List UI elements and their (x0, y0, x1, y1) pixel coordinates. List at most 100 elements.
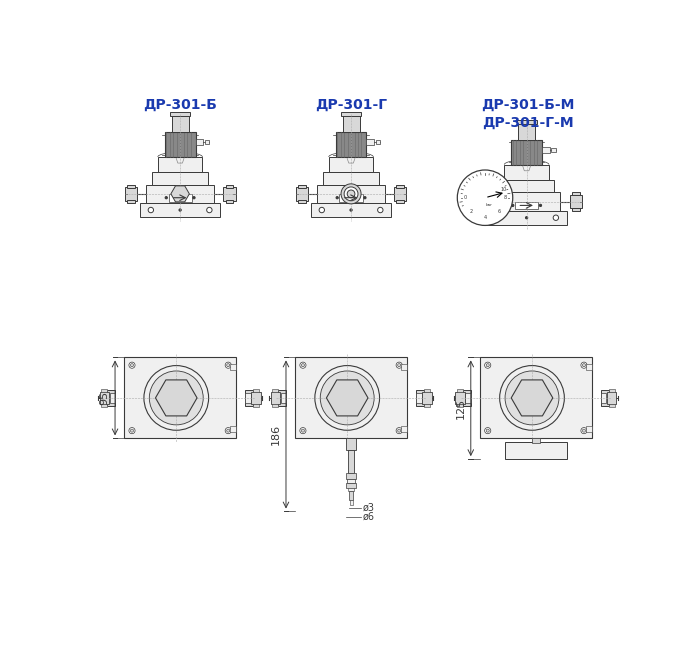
Bar (366, 139, 374, 145)
Bar (340, 194, 363, 202)
Polygon shape (326, 380, 368, 416)
Bar (517, 120, 537, 124)
Circle shape (130, 364, 134, 367)
Bar (585, 426, 591, 432)
Circle shape (460, 172, 510, 223)
Bar (601, 390, 608, 406)
Bar (125, 187, 137, 200)
Bar (298, 200, 306, 203)
Circle shape (227, 429, 230, 432)
Bar (195, 139, 203, 145)
Bar (456, 392, 465, 404)
Bar (245, 392, 251, 404)
Text: ø6: ø6 (363, 512, 375, 522)
Circle shape (336, 197, 338, 199)
Bar (279, 390, 286, 406)
Bar (518, 123, 535, 140)
Circle shape (170, 392, 183, 404)
Bar (585, 364, 591, 370)
Bar (110, 392, 115, 404)
Circle shape (165, 197, 167, 199)
Circle shape (581, 428, 587, 434)
Circle shape (341, 392, 354, 404)
Circle shape (582, 364, 585, 367)
Circle shape (337, 387, 358, 409)
Bar (424, 389, 430, 392)
Circle shape (377, 208, 383, 213)
Polygon shape (511, 380, 553, 416)
Bar (169, 194, 192, 202)
Bar (396, 200, 404, 203)
Bar (230, 364, 236, 370)
Circle shape (500, 366, 564, 430)
Bar (505, 442, 567, 459)
Circle shape (581, 362, 587, 368)
Bar (107, 390, 115, 406)
Polygon shape (155, 380, 197, 416)
Bar (253, 404, 259, 407)
Bar (607, 392, 616, 404)
Bar (471, 195, 484, 208)
Bar (424, 404, 430, 407)
Bar (298, 185, 306, 187)
Bar (125, 357, 236, 438)
Bar (463, 390, 471, 406)
Circle shape (129, 362, 135, 368)
Bar (400, 364, 407, 370)
Circle shape (148, 208, 153, 213)
Bar (341, 112, 361, 116)
Circle shape (320, 371, 374, 425)
Bar (542, 147, 550, 153)
Text: 8: 8 (503, 195, 507, 200)
Bar (416, 390, 423, 406)
Bar (230, 426, 236, 432)
Circle shape (396, 362, 402, 368)
Bar (271, 392, 280, 404)
Bar (347, 479, 355, 483)
Bar (346, 473, 356, 479)
Bar (486, 211, 567, 225)
Bar (346, 438, 356, 450)
Text: 0: 0 (463, 195, 467, 200)
Circle shape (364, 197, 366, 199)
Circle shape (129, 428, 135, 434)
Bar (480, 357, 592, 438)
Circle shape (484, 428, 491, 434)
Bar (348, 488, 354, 490)
Circle shape (225, 362, 231, 368)
Circle shape (144, 366, 209, 430)
Circle shape (398, 364, 400, 367)
Bar (272, 404, 279, 407)
Circle shape (582, 429, 585, 432)
Bar (164, 133, 195, 157)
Bar (570, 195, 582, 208)
Bar (204, 140, 209, 144)
Bar (329, 157, 373, 172)
Bar (457, 389, 463, 392)
Bar (493, 193, 561, 211)
Bar (102, 404, 107, 407)
Bar (225, 200, 233, 203)
Bar (400, 426, 407, 432)
Circle shape (350, 209, 352, 211)
Bar (140, 203, 220, 217)
Circle shape (341, 184, 361, 204)
Bar (511, 140, 542, 165)
Bar (251, 392, 260, 404)
Text: ДР-301-Б: ДР-301-Б (144, 97, 217, 112)
Bar (422, 392, 431, 404)
Circle shape (457, 170, 512, 225)
Circle shape (130, 429, 134, 432)
Bar (323, 172, 379, 185)
Circle shape (225, 428, 231, 434)
Bar (499, 180, 554, 193)
Text: bar: bar (485, 204, 492, 208)
Bar (225, 185, 233, 187)
Bar (317, 185, 385, 203)
Bar (608, 389, 615, 392)
Bar (416, 392, 421, 404)
Text: 2: 2 (469, 210, 472, 214)
Text: ДР-301-Г: ДР-301-Г (315, 97, 387, 112)
Circle shape (319, 208, 325, 213)
Text: 125: 125 (456, 398, 466, 419)
